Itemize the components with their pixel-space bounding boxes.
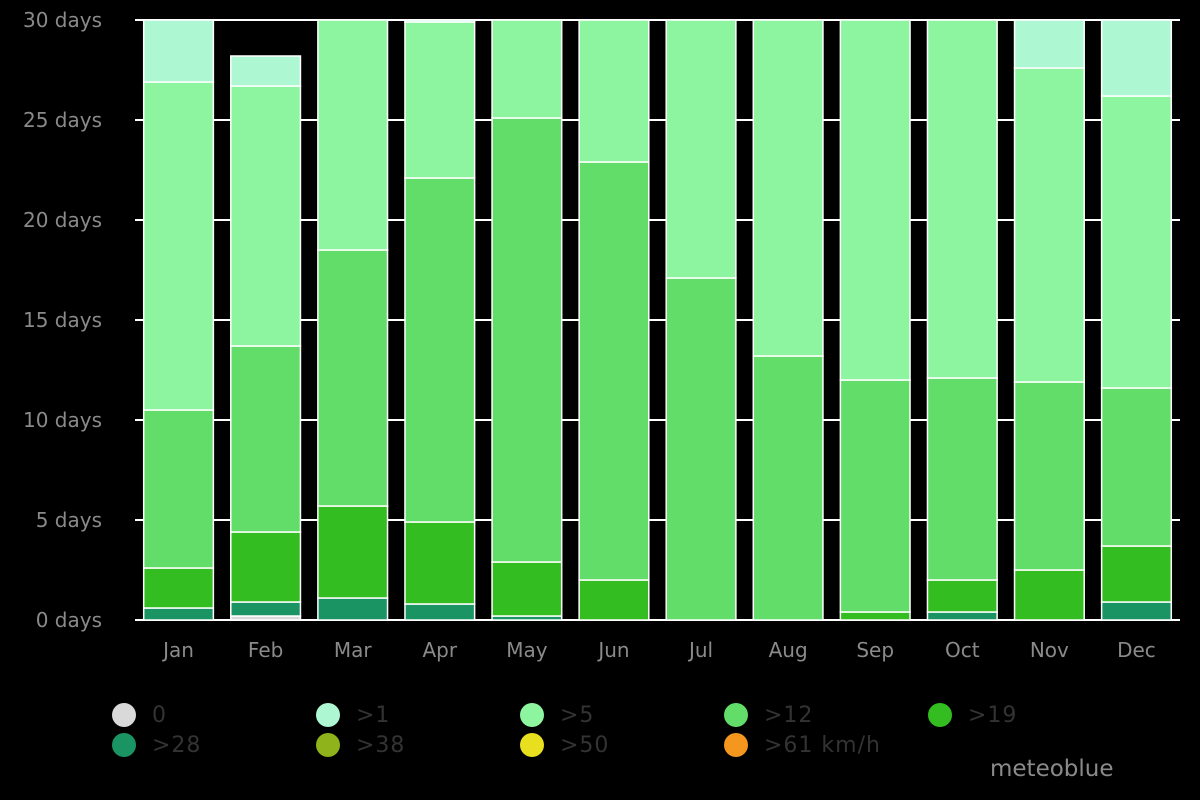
y-axis-ticks: 0 days 5 days 10 days 15 days 20 days 25 days… (23, 8, 102, 632)
bar-segment[interactable] (404, 21, 476, 179)
bar-segment[interactable] (926, 377, 998, 581)
legend-item[interactable]: >61 km/h (724, 730, 881, 760)
bar-segment[interactable] (665, 277, 737, 621)
x-tick-label: Jun (596, 638, 629, 662)
bar-segment[interactable] (578, 161, 650, 581)
bar-segment[interactable] (142, 19, 215, 83)
bar-segment[interactable] (1100, 387, 1173, 547)
legend-label: >1 (356, 702, 391, 728)
bar-segment[interactable] (142, 607, 215, 621)
bar-segment[interactable] (839, 611, 911, 621)
y-tick-label: 25 days (23, 108, 102, 132)
bar-segment[interactable] (665, 19, 737, 279)
y-tick-label: 5 days (36, 508, 102, 532)
legend-label: 0 (152, 702, 167, 728)
bar-segment[interactable] (142, 409, 215, 569)
legend-item[interactable]: >19 (928, 700, 1017, 730)
x-tick-label: Dec (1117, 638, 1156, 662)
legend-dot-icon (112, 733, 136, 757)
bar-segment[interactable] (317, 597, 389, 621)
legend-dot-icon (724, 733, 748, 757)
bar-segment[interactable] (926, 611, 998, 621)
bar-segment[interactable] (230, 55, 302, 87)
legend-dot-icon (520, 733, 544, 757)
bar-segment[interactable] (839, 19, 911, 381)
bar-segment[interactable] (752, 355, 824, 621)
bar-segment[interactable] (404, 177, 476, 523)
legend-label: >5 (560, 702, 595, 728)
y-tick-label: 20 days (23, 208, 102, 232)
bar-segment[interactable] (230, 345, 302, 533)
legend-dot-icon (520, 703, 544, 727)
legend-dot-icon (316, 733, 340, 757)
legend-item[interactable]: >28 (112, 730, 201, 760)
bar-segment[interactable] (1013, 569, 1085, 621)
x-tick-label: Feb (248, 638, 283, 662)
x-tick-label: May (506, 638, 548, 662)
bar-series (142, 19, 1173, 621)
legend-dot-icon (316, 703, 340, 727)
bar-segment[interactable] (578, 19, 650, 163)
legend-item[interactable]: >5 (520, 700, 594, 730)
brand-logo-text[interactable]: meteoblue (990, 756, 1114, 782)
x-tick-label: Apr (422, 638, 457, 662)
legend-dot-icon (724, 703, 748, 727)
legend-item[interactable]: 0 (112, 700, 167, 730)
legend-label: >61 km/h (764, 732, 881, 758)
bar-segment[interactable] (230, 601, 302, 617)
legend-item[interactable]: >1 (316, 700, 390, 730)
bar-segment[interactable] (142, 81, 215, 411)
legend-label: >50 (560, 732, 610, 758)
x-tick-label: Oct (945, 638, 980, 662)
x-tick-label: Sep (856, 638, 894, 662)
bar-segment[interactable] (404, 521, 476, 605)
y-tick-label: 30 days (23, 8, 102, 32)
bar-segment[interactable] (404, 603, 476, 621)
x-axis-ticks: Jan Feb Mar Apr May Jun Jul Aug Sep Oct Nov Dec (161, 638, 1156, 662)
bar-segment[interactable] (1013, 19, 1085, 69)
bar-segment[interactable] (926, 579, 998, 613)
bar-segment[interactable] (752, 19, 824, 357)
legend-label: >28 (152, 732, 202, 758)
y-tick-label: 15 days (23, 308, 102, 332)
bar-segment[interactable] (317, 505, 389, 599)
bar-segment[interactable] (926, 19, 998, 379)
wind-speed-chart: 0 days 5 days 10 days 15 days 20 days 25 days… (23, 8, 1180, 662)
bar-segment[interactable] (404, 19, 476, 23)
x-tick-label: Jan (161, 638, 194, 662)
legend-dot-icon (112, 703, 136, 727)
bar-segment[interactable] (1100, 601, 1173, 621)
y-tick-label: 10 days (23, 408, 102, 432)
legend-item[interactable]: >12 (724, 700, 813, 730)
legend-label: >38 (356, 732, 406, 758)
bar-segment[interactable] (1100, 19, 1173, 97)
bar-segment[interactable] (578, 579, 650, 621)
legend-dot-icon (928, 703, 952, 727)
legend-item[interactable]: >50 (520, 730, 609, 760)
bar-segment[interactable] (491, 117, 563, 563)
legend-item[interactable]: >38 (316, 730, 405, 760)
bar-segment[interactable] (142, 567, 215, 609)
legend-label: >19 (968, 702, 1018, 728)
x-tick-label: Nov (1030, 638, 1069, 662)
x-tick-label: Aug (769, 638, 808, 662)
x-tick-label: Jul (687, 638, 713, 662)
bar-segment[interactable] (317, 249, 389, 507)
bar-segment[interactable] (230, 531, 302, 603)
bar-segment[interactable] (1013, 67, 1085, 383)
bar-segment[interactable] (1100, 545, 1173, 603)
bar-segment[interactable] (491, 19, 563, 119)
legend-label: >12 (764, 702, 814, 728)
bar-segment[interactable] (1013, 381, 1085, 571)
bar-segment[interactable] (491, 561, 563, 617)
bar-segment[interactable] (230, 85, 302, 347)
bar-segment[interactable] (317, 19, 389, 251)
bar-segment[interactable] (839, 379, 911, 613)
x-tick-label: Mar (334, 638, 373, 662)
bar-segment[interactable] (1100, 95, 1173, 389)
y-tick-label: 0 days (36, 608, 102, 632)
grid-lines (135, 19, 1180, 621)
